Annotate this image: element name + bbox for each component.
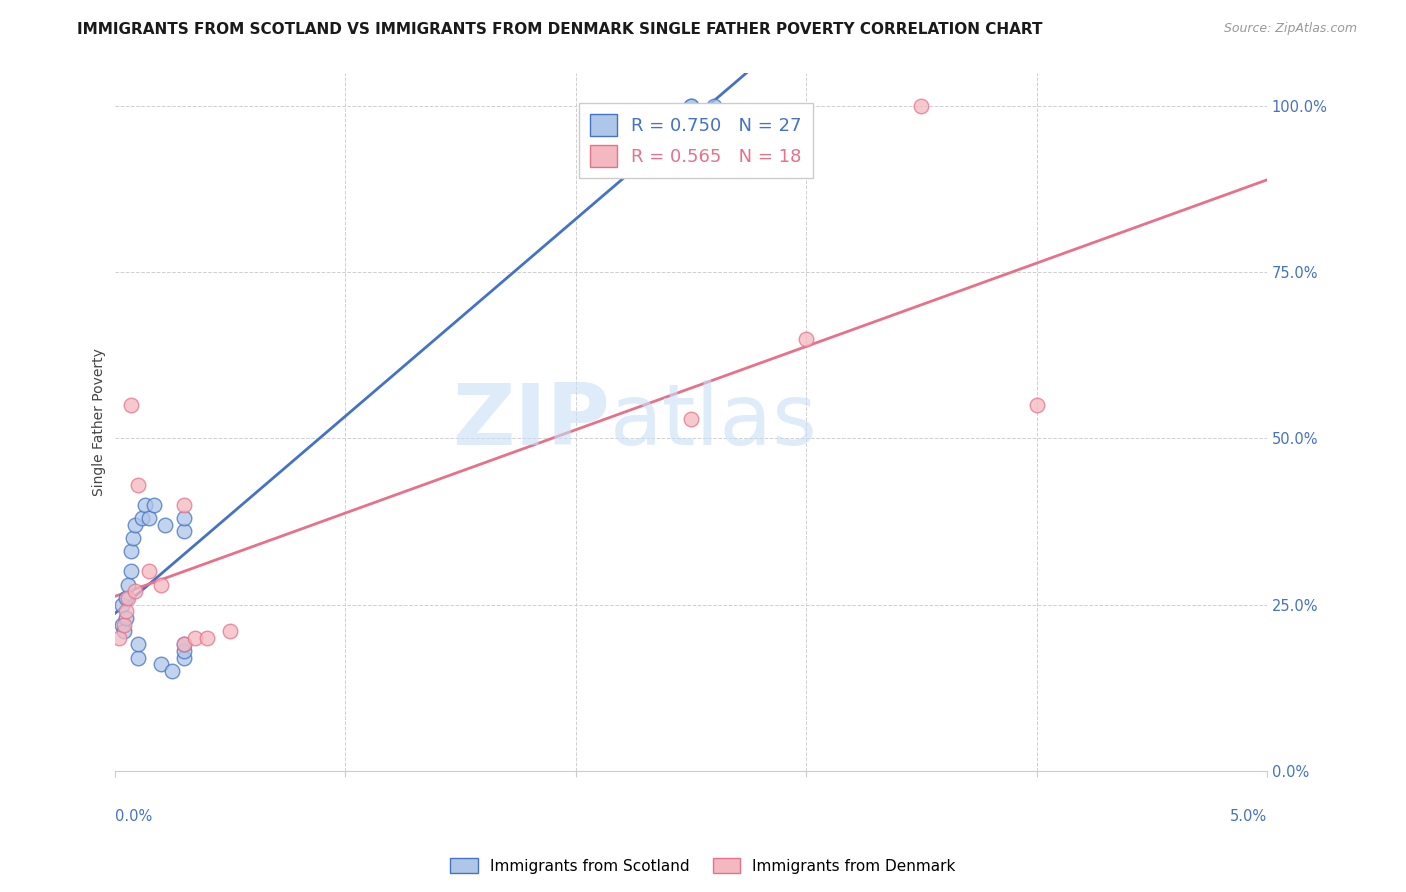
- Point: [117, 591, 139, 605]
- Point: [122, 531, 145, 545]
- Point: [138, 565, 160, 579]
- Point: [120, 544, 142, 558]
- Point: [117, 577, 139, 591]
- Point: [124, 517, 146, 532]
- Point: [120, 565, 142, 579]
- Point: [149, 657, 172, 672]
- Point: [219, 624, 242, 639]
- Point: [679, 411, 702, 425]
- Point: [112, 624, 135, 639]
- Point: [149, 577, 172, 591]
- Point: [124, 584, 146, 599]
- Point: [127, 478, 149, 492]
- Point: [679, 99, 702, 113]
- Point: [110, 617, 132, 632]
- Point: [112, 617, 135, 632]
- Point: [120, 398, 142, 412]
- Point: [703, 99, 725, 113]
- Point: [142, 498, 165, 512]
- Point: [134, 498, 156, 512]
- Point: [155, 517, 177, 532]
- Point: [131, 511, 153, 525]
- Text: 5.0%: 5.0%: [1230, 809, 1267, 824]
- Legend: R = 0.750   N = 27, R = 0.565   N = 18: R = 0.750 N = 27, R = 0.565 N = 18: [579, 103, 813, 178]
- Point: [794, 332, 817, 346]
- Y-axis label: Single Father Poverty: Single Father Poverty: [93, 348, 107, 496]
- Point: [108, 631, 131, 645]
- Point: [173, 650, 195, 665]
- Text: 0.0%: 0.0%: [115, 809, 152, 824]
- Point: [679, 99, 702, 113]
- Point: [173, 498, 195, 512]
- Point: [1025, 398, 1047, 412]
- Text: ZIP: ZIP: [453, 380, 610, 463]
- Point: [127, 650, 149, 665]
- Point: [173, 637, 195, 651]
- Point: [184, 631, 207, 645]
- Legend: Immigrants from Scotland, Immigrants from Denmark: Immigrants from Scotland, Immigrants fro…: [444, 852, 962, 880]
- Point: [115, 591, 138, 605]
- Point: [115, 611, 138, 625]
- Point: [173, 524, 195, 539]
- Point: [127, 637, 149, 651]
- Point: [173, 637, 195, 651]
- Point: [173, 511, 195, 525]
- Point: [910, 99, 932, 113]
- Point: [173, 644, 195, 658]
- Point: [110, 598, 132, 612]
- Point: [115, 604, 138, 618]
- Text: IMMIGRANTS FROM SCOTLAND VS IMMIGRANTS FROM DENMARK SINGLE FATHER POVERTY CORREL: IMMIGRANTS FROM SCOTLAND VS IMMIGRANTS F…: [77, 22, 1043, 37]
- Point: [195, 631, 218, 645]
- Point: [162, 664, 184, 678]
- Text: Source: ZipAtlas.com: Source: ZipAtlas.com: [1223, 22, 1357, 36]
- Text: atlas: atlas: [610, 380, 818, 463]
- Point: [138, 511, 160, 525]
